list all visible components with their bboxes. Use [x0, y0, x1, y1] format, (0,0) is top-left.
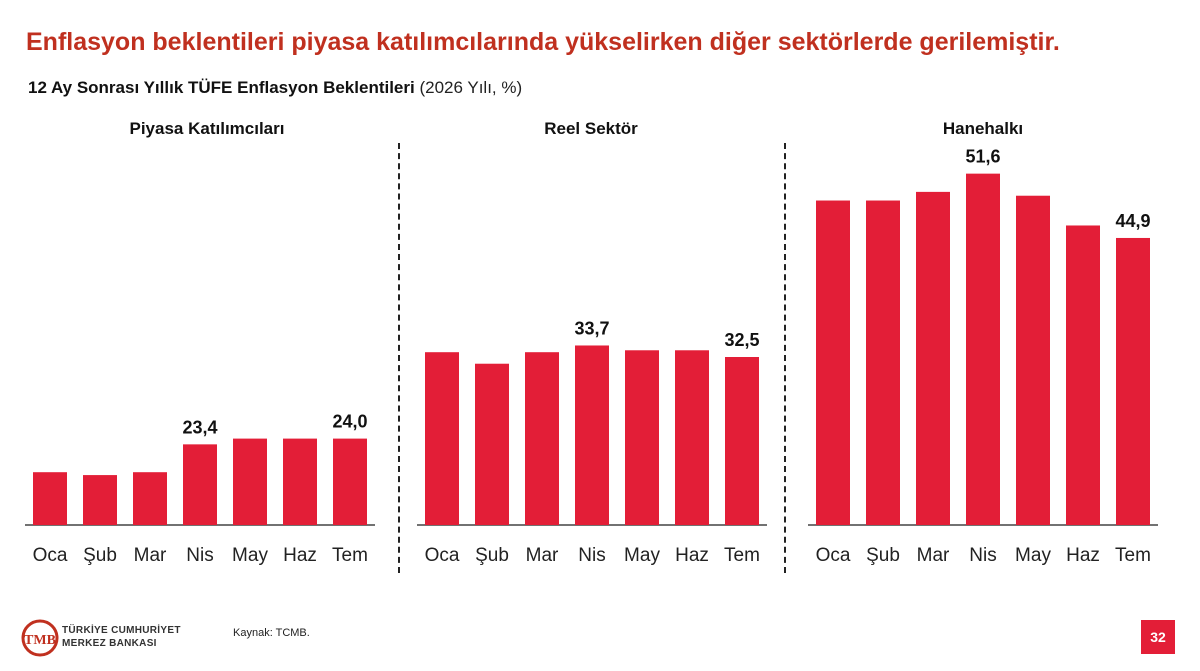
panel-title-piyasa: Piyasa Katılımcıları	[129, 119, 285, 138]
bar-haz	[283, 438, 317, 525]
panel-divider-1	[398, 143, 400, 573]
data-label: 51,6	[965, 147, 1000, 167]
bar-mar	[525, 352, 559, 525]
org-line-1: TÜRKİYE CUMHURİYET	[62, 625, 181, 636]
bar-haz	[1066, 225, 1100, 526]
bar-şub	[83, 475, 117, 525]
category-label: Mar	[134, 545, 167, 566]
category-label: Mar	[526, 545, 559, 566]
organization-name: TÜRKİYE CUMHURİYET MERKEZ BANKASI	[62, 624, 181, 650]
bar-şub	[475, 363, 509, 525]
panel-divider-2	[784, 143, 786, 573]
org-line-2: MERKEZ BANKASI	[62, 638, 157, 649]
data-label: 32,5	[724, 330, 759, 350]
cb-logo-icon: TMB	[21, 619, 59, 657]
category-label: Şub	[866, 545, 900, 566]
category-label: Nis	[578, 545, 605, 566]
panel-title-reel: Reel Sektör	[544, 119, 638, 138]
svg-text:TMB: TMB	[24, 633, 56, 648]
category-label: Tem	[332, 545, 368, 566]
data-label: 24,0	[332, 412, 367, 432]
category-label: Nis	[969, 545, 996, 566]
bar-tem	[333, 438, 367, 525]
subtitle-main: 12 Ay Sonrası Yıllık TÜFE Enflasyon Bekl…	[28, 78, 415, 97]
chart-subtitle: 12 Ay Sonrası Yıllık TÜFE Enflasyon Bekl…	[28, 78, 522, 98]
bar-oca	[816, 200, 850, 525]
bar-tem	[725, 357, 759, 525]
category-label: Haz	[1066, 545, 1100, 566]
category-label: May	[232, 545, 268, 566]
slide-headline: Enflasyon beklentileri piyasa katılımcıl…	[26, 28, 1060, 56]
bar-oca	[33, 472, 67, 525]
bar-nis	[183, 444, 217, 525]
panel-title-hanehalki: Hanehalkı	[942, 119, 1024, 138]
category-label: Haz	[675, 545, 709, 566]
bar-haz	[675, 350, 709, 525]
category-label: Tem	[1115, 545, 1151, 566]
category-label: Oca	[33, 545, 68, 566]
bar-şub	[866, 200, 900, 525]
category-label: Şub	[475, 545, 509, 566]
page-number: 32	[1141, 620, 1175, 654]
source-note: Kaynak: TCMB.	[233, 627, 310, 639]
category-label: Haz	[283, 545, 317, 566]
category-label: Tem	[724, 545, 760, 566]
bar-may	[625, 350, 659, 525]
data-label: 23,4	[182, 417, 217, 437]
category-label: Mar	[917, 545, 950, 566]
data-label: 44,9	[1115, 211, 1150, 231]
category-label: Oca	[425, 545, 460, 566]
bar-oca	[425, 352, 459, 525]
bar-mar	[916, 191, 950, 525]
data-label: 33,7	[574, 318, 609, 338]
category-label: May	[1015, 545, 1051, 566]
category-label: Oca	[816, 545, 851, 566]
bar-mar	[133, 472, 167, 525]
category-label: Şub	[83, 545, 117, 566]
category-label: Nis	[186, 545, 213, 566]
category-label: May	[624, 545, 660, 566]
bar-may	[1016, 195, 1050, 525]
bar-nis	[966, 173, 1000, 525]
bar-may	[233, 438, 267, 525]
subtitle-note: (2026 Yılı, %)	[419, 78, 523, 97]
bar-tem	[1116, 237, 1150, 525]
bar-nis	[575, 345, 609, 525]
